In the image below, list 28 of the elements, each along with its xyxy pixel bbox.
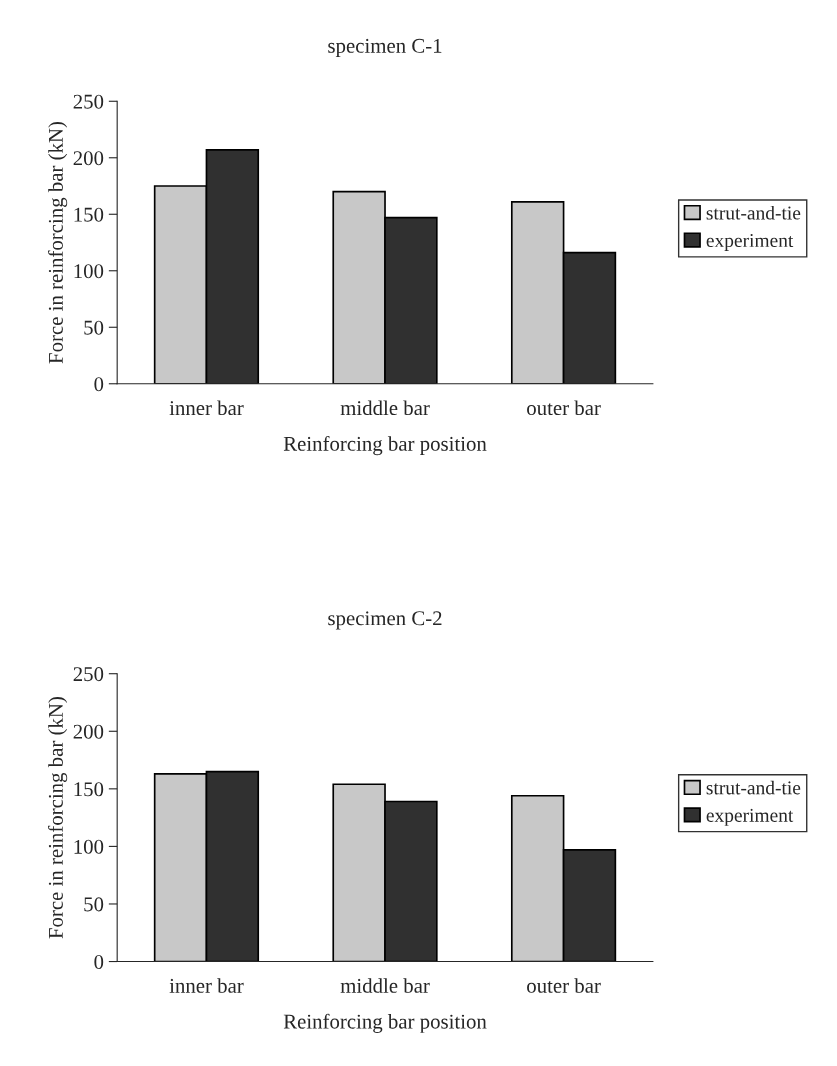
legend-label: strut-and-tie <box>706 780 801 795</box>
y-tick-label: 50 <box>84 897 104 912</box>
y-tick-label: 50 <box>84 320 104 335</box>
legend-label: strut-and-tie <box>706 205 801 220</box>
y-tick-label: 150 <box>74 207 104 222</box>
y-tick-label: 200 <box>73 151 104 166</box>
x-tick-label: outer bar <box>527 400 601 416</box>
x-tick-label: middle bar <box>340 978 430 993</box>
y-tick-label: 150 <box>74 782 104 797</box>
x-tick-label: middle bar <box>340 400 430 416</box>
y-tick-label: 100 <box>74 264 104 279</box>
y-tick-label: 0 <box>94 377 104 392</box>
y-tick-label: 250 <box>73 667 104 682</box>
y-tick-label: 250 <box>73 94 104 109</box>
y-axis-title: Force in reinforcing bar (kN) <box>48 697 68 939</box>
legend-label: experiment <box>706 233 794 251</box>
y-tick-label: 200 <box>73 724 104 739</box>
chart-title: specimen C-1 <box>328 38 442 58</box>
x-tick-label: outer bar <box>527 978 601 993</box>
x-axis-title: Reinforcing bar position <box>283 1013 487 1033</box>
x-tick-label: inner bar <box>169 400 244 416</box>
y-tick-label: 100 <box>74 839 104 854</box>
x-tick-label: inner bar <box>169 978 244 993</box>
x-axis-title: Reinforcing bar position <box>283 435 487 456</box>
y-axis-title: Force in reinforcing bar (kN) <box>48 121 68 364</box>
chart-title: specimen C-2 <box>328 611 442 630</box>
legend-label: experiment <box>706 808 794 826</box>
y-tick-label: 0 <box>94 954 104 969</box>
